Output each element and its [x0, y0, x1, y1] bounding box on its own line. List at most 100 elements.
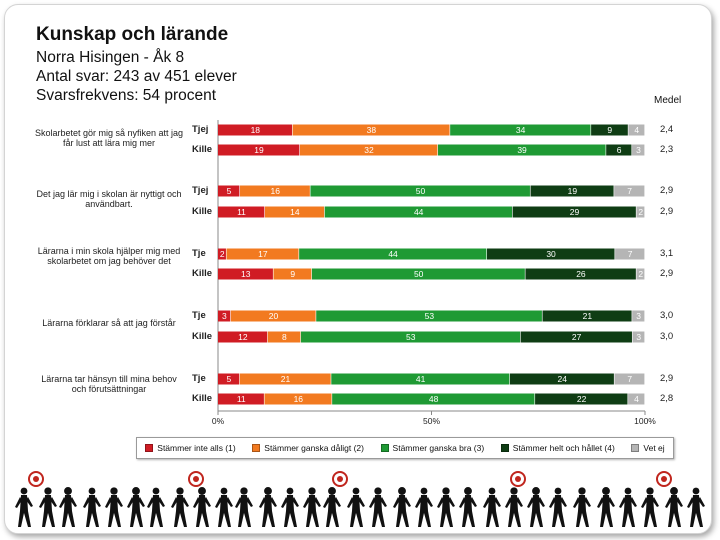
gender-label: Kille [192, 206, 213, 217]
bar-value-label: 5 [227, 186, 232, 196]
mean-value: 2,9 [660, 206, 674, 217]
x-tick-label: 0% [212, 416, 225, 426]
bar-segment [267, 331, 301, 343]
bar-segment [311, 268, 525, 280]
walking-figure [147, 487, 165, 527]
bar-value-label: 16 [270, 186, 280, 196]
figure-head [308, 487, 316, 495]
legend-label: Vet ej [643, 443, 665, 453]
walking-figure [459, 487, 477, 527]
gender-label: Tje [192, 310, 206, 321]
figure-head [328, 487, 336, 495]
target-center [661, 476, 667, 482]
figure-body [600, 495, 613, 527]
walking-figure [597, 487, 615, 527]
legend-swatch [252, 444, 261, 452]
figure-arms [619, 497, 637, 508]
target-center [193, 476, 199, 482]
bar-value-label: 44 [414, 207, 424, 217]
bar-value-label: 21 [583, 311, 593, 321]
figure-head [510, 487, 518, 495]
walking-figure [171, 487, 189, 527]
figure-arms [459, 497, 477, 508]
legend-label: Stämmer ganska dåligt (2) [264, 443, 364, 453]
figure-body [62, 495, 75, 527]
bar-segment [535, 393, 628, 405]
figure-arms [573, 497, 591, 508]
figure-head [464, 487, 472, 495]
mean-value: 2,9 [660, 373, 674, 384]
figure-arms [147, 497, 165, 508]
figure-body [218, 495, 231, 527]
gender-label: Kille [192, 331, 213, 342]
statement-label: Lärarna tar hänsyn till mina behov och f… [41, 374, 177, 394]
bar-value-label: 48 [429, 394, 439, 404]
figure-body [440, 495, 453, 527]
figure-head [286, 487, 294, 495]
bar-segment [239, 373, 331, 385]
bar-segment [487, 248, 615, 260]
walking-figure [235, 487, 253, 527]
bar-segment [632, 331, 645, 343]
bar-value-label: 32 [364, 145, 374, 155]
bar-value-label: 38 [367, 125, 377, 135]
figure-body [576, 495, 589, 527]
figure-body [486, 495, 499, 527]
walking-figure [127, 487, 145, 527]
target-center [337, 476, 343, 482]
bar-segment [509, 373, 614, 385]
figure-head [554, 487, 562, 495]
bar-segment [628, 393, 645, 405]
bar-value-label: 20 [269, 311, 279, 321]
bar-value-label: 2 [638, 207, 643, 217]
figure-head [646, 487, 654, 495]
walking-figure [483, 487, 501, 527]
walking-figure [215, 487, 233, 527]
walking-figure [619, 487, 637, 527]
legend-label: Stämmer helt och hållet (4) [512, 443, 615, 453]
x-tick-label: 100% [634, 416, 656, 426]
mean-value: 2,4 [660, 124, 674, 135]
statement-label: Skolarbetet gör mig så nyfiken att jag f… [34, 128, 184, 148]
figure-body [396, 495, 409, 527]
gender-label: Tje [192, 373, 206, 384]
statement-label: Lärarna i min skola hjälper mig med skol… [37, 246, 181, 266]
figure-arms [393, 497, 411, 508]
bar-value-label: 4 [634, 394, 639, 404]
bar-value-label: 11 [237, 394, 246, 404]
school-grade-line: Norra Hisingen - Åk 8 [36, 49, 185, 66]
figure-body [42, 495, 55, 527]
slide-title: Kunskap och lärande [36, 24, 229, 45]
bar-value-label: 7 [627, 186, 632, 196]
figure-arms [15, 497, 33, 508]
bar-value-label: 11 [237, 207, 246, 217]
walking-figure [393, 487, 411, 527]
bar-segment [636, 268, 645, 280]
figure-head [220, 487, 228, 495]
bar-segment [218, 393, 264, 405]
bar-segment [636, 206, 645, 218]
bar-segment [218, 268, 273, 280]
figure-head [88, 487, 96, 495]
figure-body [86, 495, 99, 527]
x-tick-label: 50% [423, 416, 440, 426]
bar-segment [292, 124, 450, 136]
legend-item: Vet ej [631, 443, 665, 453]
bar-value-label: 29 [570, 207, 580, 217]
figure-body [372, 495, 385, 527]
figure-body [108, 495, 121, 527]
mean-value: 2,9 [660, 185, 674, 196]
bar-value-label: 7 [628, 249, 633, 259]
walking-figure [549, 487, 567, 527]
mean-value: 2,9 [660, 268, 674, 279]
walking-figure [687, 487, 705, 527]
legend-swatch [631, 444, 640, 452]
figure-arms [303, 497, 321, 508]
figure-body [238, 495, 251, 527]
bar-segment [614, 373, 645, 385]
figure-head [488, 487, 496, 495]
figure-body [18, 495, 31, 527]
legend-item: Stämmer inte alls (1) [145, 443, 236, 453]
